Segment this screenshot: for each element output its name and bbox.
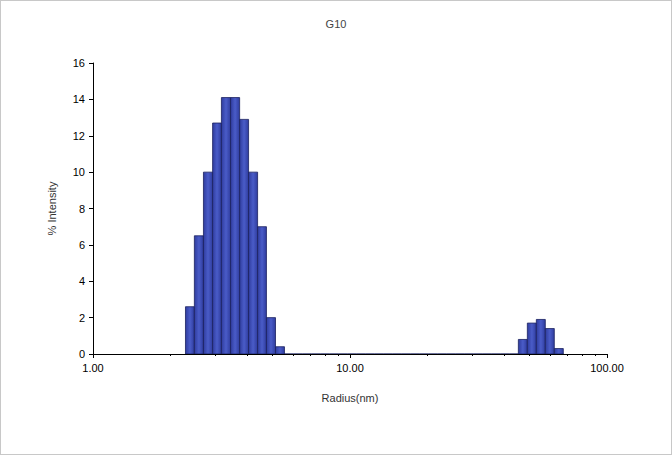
svg-text:Radius(nm): Radius(nm)	[322, 392, 379, 404]
svg-text:10.00: 10.00	[336, 362, 364, 374]
svg-text:8: 8	[79, 203, 85, 215]
svg-text:16: 16	[73, 57, 85, 69]
svg-text:100.00: 100.00	[590, 362, 624, 374]
svg-text:6: 6	[79, 239, 85, 251]
svg-text:1.00: 1.00	[82, 362, 103, 374]
svg-text:4: 4	[79, 275, 85, 287]
svg-text:14: 14	[73, 93, 85, 105]
svg-text:12: 12	[73, 130, 85, 142]
svg-text:% Intensity: % Intensity	[46, 181, 58, 235]
svg-text:10: 10	[73, 166, 85, 178]
svg-text:G10: G10	[326, 18, 347, 30]
svg-text:0: 0	[79, 348, 85, 360]
svg-text:2: 2	[79, 312, 85, 324]
